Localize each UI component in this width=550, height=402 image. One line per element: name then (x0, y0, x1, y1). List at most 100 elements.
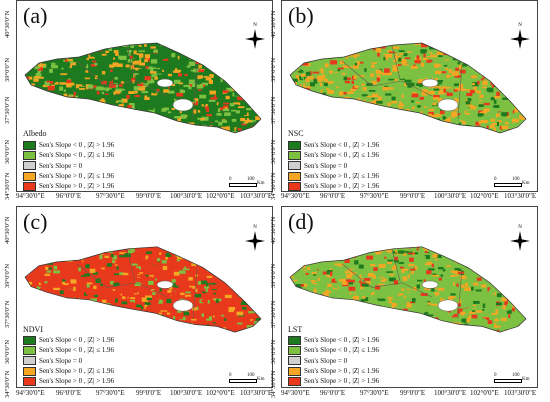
lon-tick: 100°30'0"E (434, 389, 467, 397)
scale-zero: 0 (494, 373, 497, 378)
legend-swatch (288, 161, 301, 171)
lon-tick: 97°30'0"E (96, 192, 125, 200)
lat-tick: 37°30'0"N (4, 300, 11, 328)
panel-label: (d) (288, 209, 314, 234)
north-label: N (518, 225, 522, 230)
scale-zero: 0 (229, 177, 232, 182)
legend-item: Sen's Slope = 0 (288, 161, 379, 171)
scale-unit: Km (257, 181, 265, 186)
lat-tick: 36°0'0"N (270, 339, 277, 364)
lon-tick: 100°30'0"E (434, 192, 467, 200)
legend-swatch (288, 140, 301, 150)
north-label: N (518, 23, 522, 28)
panel-b: (b) N NSC Sen's Slope < 0 , |Z| > 1.96 S… (281, 0, 538, 192)
lat-tick: 40°30'0"N (4, 216, 11, 244)
lat-tick: 40°30'0"N (4, 10, 11, 38)
lon-tick: 94°30'0"E (16, 389, 45, 397)
lon-tick: 103°30'0"E (504, 389, 537, 397)
legend-item: Sen's Slope < 0 , |Z| ≤ 1.96 (288, 150, 379, 160)
variable-name: Albedo (23, 129, 47, 138)
lon-tick: 103°30'0"E (240, 389, 273, 397)
panel-label: (c) (23, 209, 48, 234)
variable-name: NDVI (23, 325, 43, 334)
legend-swatch (23, 150, 36, 160)
lat-tick: 37°30'0"N (270, 300, 277, 328)
north-arrow-icon: N (508, 225, 532, 255)
map-region-a (24, 42, 262, 134)
scale-unit: Km (257, 377, 265, 382)
panel-c: (c) N NDVI Sen's Slope < 0 , |Z| > 1.96 … (16, 206, 273, 388)
lon-tick: 103°30'0"E (504, 192, 537, 200)
legend-item: Sen's Slope < 0 , |Z| ≤ 1.96 (23, 345, 114, 355)
legend-item: Sen's Slope = 0 (23, 356, 114, 366)
lat-tick: 34°30'0"N (4, 370, 11, 398)
scale-hundred: 100 (247, 373, 255, 378)
lon-tick: 94°30'0"E (281, 192, 310, 200)
lat-tick: 39°0'0"N (270, 57, 277, 82)
lon-tick: 99°0'0"E (136, 192, 162, 200)
map-region-b (289, 42, 527, 134)
legend-label: Sen's Slope < 0 , |Z| > 1.96 (39, 141, 115, 150)
legend-label: Sen's Slope > 0 , |Z| > 1.96 (304, 377, 380, 386)
legend-swatch (288, 366, 301, 376)
legend-swatch (288, 335, 301, 345)
lon-tick: 100°30'0"E (170, 389, 203, 397)
legend-label: Sen's Slope < 0 , |Z| > 1.96 (304, 141, 380, 150)
lat-tick: 37°30'0"N (270, 96, 277, 124)
legend-swatch (23, 140, 36, 150)
scale-zero: 0 (494, 177, 497, 182)
lon-tick: 100°30'0"E (170, 192, 203, 200)
panel-d: (d) N LST Sen's Slope < 0 , |Z| > 1.96 S… (281, 206, 538, 388)
lon-tick: 94°30'0"E (16, 192, 45, 200)
lat-tick: 37°30'0"N (4, 96, 11, 124)
lon-tick: 103°30'0"E (240, 192, 273, 200)
lat-tick: 36°0'0"N (4, 339, 11, 364)
lon-tick: 96°0'0"E (56, 192, 82, 200)
legend-label: Sen's Slope < 0 , |Z| ≤ 1.96 (39, 151, 115, 160)
lat-tick: 36°0'0"N (270, 139, 277, 164)
legend-swatch (23, 356, 36, 366)
lat-tick: 40°30'0"N (270, 216, 277, 244)
legend-swatch (23, 345, 36, 355)
legend-item: Sen's Slope > 0 , |Z| > 1.96 (23, 181, 114, 191)
lat-tick: 39°0'0"N (4, 57, 11, 82)
legend-item: Sen's Slope < 0 , |Z| ≤ 1.96 (23, 150, 114, 160)
lat-tick: 34°30'0"N (270, 370, 277, 398)
scale-hundred: 100 (512, 373, 520, 378)
legend: Sen's Slope < 0 , |Z| > 1.96 Sen's Slope… (288, 140, 379, 191)
scale-zero: 0 (229, 373, 232, 378)
scale-unit: Km (522, 181, 530, 186)
legend-item: Sen's Slope > 0 , |Z| ≤ 1.96 (23, 366, 114, 376)
legend-swatch (288, 356, 301, 366)
legend-label: Sen's Slope > 0 , |Z| ≤ 1.96 (39, 172, 115, 181)
legend-label: Sen's Slope < 0 , |Z| > 1.96 (304, 336, 380, 345)
lon-tick: 97°30'0"E (360, 389, 389, 397)
lon-tick: 102°0'0"E (470, 389, 499, 397)
legend-swatch (23, 335, 36, 345)
map-region-d (289, 246, 527, 333)
panel-label: (b) (288, 3, 314, 28)
lon-tick: 96°0'0"E (320, 192, 346, 200)
legend-item: Sen's Slope > 0 , |Z| ≤ 1.96 (288, 366, 379, 376)
lat-tick: 39°0'0"N (270, 263, 277, 288)
lon-tick: 99°0'0"E (400, 389, 426, 397)
scale-hundred: 100 (512, 177, 520, 182)
lon-tick: 102°0'0"E (206, 192, 235, 200)
legend-label: Sen's Slope > 0 , |Z| ≤ 1.96 (39, 367, 115, 376)
lat-tick: 39°0'0"N (4, 263, 11, 288)
legend-item: Sen's Slope > 0 , |Z| > 1.96 (288, 181, 379, 191)
legend-swatch (288, 181, 301, 191)
legend-item: Sen's Slope > 0 , |Z| > 1.96 (288, 376, 379, 386)
legend-swatch (23, 376, 36, 386)
legend-swatch (23, 161, 36, 171)
lon-tick: 97°30'0"E (96, 389, 125, 397)
legend-label: Sen's Slope < 0 , |Z| ≤ 1.96 (39, 346, 115, 355)
legend: Sen's Slope < 0 , |Z| > 1.96 Sen's Slope… (288, 335, 379, 386)
legend-swatch (288, 376, 301, 386)
legend-item: Sen's Slope < 0 , |Z| ≤ 1.96 (288, 345, 379, 355)
legend-swatch (23, 366, 36, 376)
legend-label: Sen's Slope = 0 (39, 356, 83, 365)
scale-unit: Km (522, 377, 530, 382)
lat-tick: 34°30'0"N (4, 172, 11, 200)
scale-hundred: 100 (247, 177, 255, 182)
